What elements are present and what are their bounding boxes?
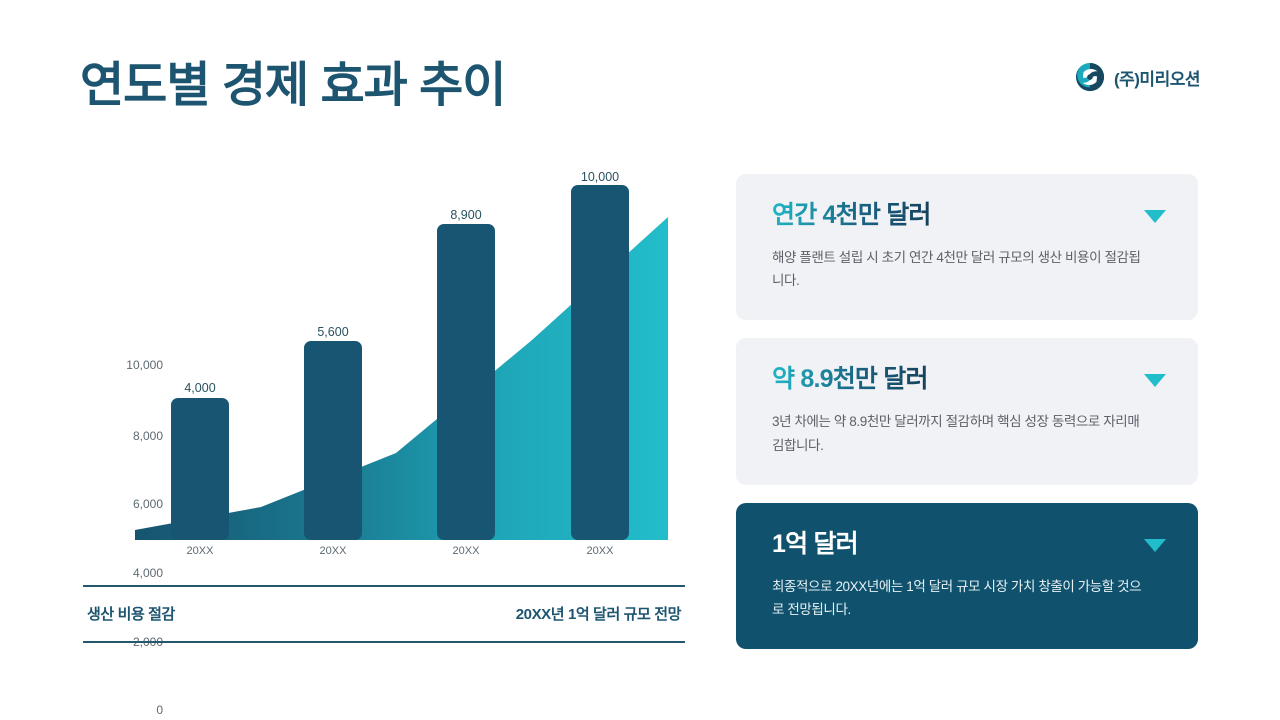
economic-effect-chart: 10,000 8,000 6,000 4,000 2,000 0 4,000 5…	[75, 170, 685, 717]
y-tick-10000: 10,000	[126, 358, 163, 372]
bar-value-label-1: 4,000	[184, 381, 216, 395]
x-tick-2: 20XX	[319, 545, 347, 557]
chevron-down-icon[interactable]	[1144, 538, 1166, 552]
insight-card-1[interactable]: 연간 4천만 달러 해양 플랜트 설립 시 초기 연간 4천만 달러 규모의 생…	[736, 174, 1198, 321]
footer-left-label: 생산 비용 절감	[87, 606, 175, 623]
y-tick-6000: 6,000	[132, 497, 163, 511]
bar-1	[171, 398, 229, 540]
insight-card-1-title: 연간 4천만 달러	[772, 201, 931, 229]
footer-rule-top	[83, 585, 685, 587]
bar-value-label-4: 10,000	[580, 170, 620, 184]
trend-area	[135, 217, 668, 540]
insight-card-2-title: 약 8.9천만 달러	[772, 365, 928, 394]
page-title: 연도별 경제 효과 추이	[80, 59, 506, 112]
mirioсean-circle-logo-icon	[1075, 62, 1105, 92]
brand-logo: (주)미리오션	[1075, 62, 1201, 92]
insight-card-list: 연간 4천만 달러 해양 플랜트 설립 시 초기 연간 4천만 달러 규모의 생…	[736, 174, 1198, 667]
y-tick-0: 0	[156, 703, 163, 717]
insight-card-3-body: 최종적으로 20XX년에는 1억 달러 규모 시장 가치 창출이 가능할 것으로…	[772, 578, 1142, 618]
bar-3	[437, 224, 495, 540]
insight-card-2[interactable]: 약 8.9천만 달러 3년 차에는 약 8.9천만 달러까지 절감하며 핵심 성…	[736, 338, 1198, 485]
chevron-down-icon[interactable]	[1144, 210, 1166, 223]
bar-4	[571, 185, 629, 540]
insight-card-3[interactable]: 1억 달러 최종적으로 20XX년에는 1억 달러 규모 시장 가치 창출이 가…	[736, 502, 1198, 650]
y-tick-8000: 8,000	[132, 429, 163, 443]
footer-rule-bottom	[83, 641, 685, 643]
insight-card-1-body: 해양 플랜트 설립 시 초기 연간 4천만 달러 규모의 생산 비용이 절감됩니…	[772, 250, 1141, 289]
bar-value-label-3: 8,900	[450, 208, 482, 222]
chart-plot	[135, 185, 668, 540]
footer-row: 생산 비용 절감 20XX년 1억 달러 규모 전망	[83, 587, 685, 641]
footer-right-label: 20XX년 1억 달러 규모 전망	[515, 606, 682, 623]
bar-value-label-2: 5,600	[317, 325, 349, 339]
chevron-down-icon[interactable]	[1144, 374, 1166, 388]
chart-footer: 생산 비용 절감 20XX년 1억 달러 규모 전망	[83, 585, 685, 643]
bar-2	[304, 341, 362, 540]
chart-panel: 10,000 8,000 6,000 4,000 2,000 0 4,000 5…	[75, 170, 685, 717]
insight-card-2-body: 3년 차에는 약 8.9천만 달러까지 절감하며 핵심 성장 동력으로 자리매김…	[772, 414, 1140, 453]
x-tick-3: 20XX	[452, 545, 480, 557]
x-tick-4: 20XX	[586, 545, 614, 557]
brand-name: (주)미리오션	[1113, 69, 1201, 89]
bar-series	[171, 185, 629, 540]
x-tick-1: 20XX	[186, 545, 214, 557]
y-tick-4000: 4,000	[132, 566, 163, 580]
insight-card-3-title: 1억 달러	[772, 529, 859, 558]
